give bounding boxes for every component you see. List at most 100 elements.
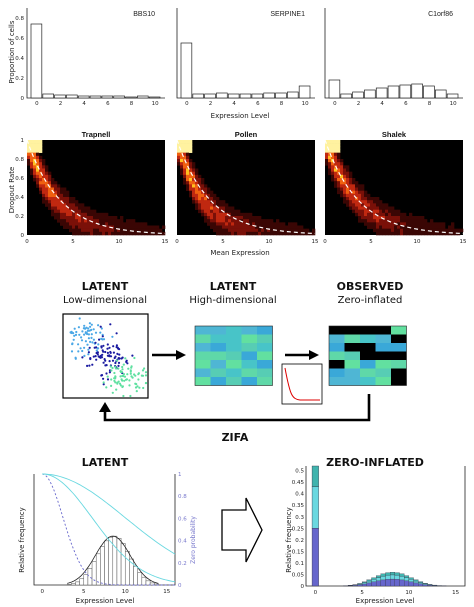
heatmap-cell bbox=[63, 225, 67, 229]
heatmap-cell bbox=[186, 149, 190, 153]
heatmap-cell bbox=[234, 225, 238, 229]
heatmap-cell bbox=[376, 228, 380, 233]
scatter-point bbox=[87, 353, 90, 356]
heatmap-cell bbox=[27, 143, 31, 147]
heatmap-cell bbox=[57, 206, 61, 210]
heatmap-cell bbox=[66, 200, 70, 204]
zero-hist-bar bbox=[422, 583, 428, 584]
hist-bar bbox=[180, 42, 193, 99]
heatmap-cell bbox=[331, 143, 335, 147]
heatmap-cell bbox=[138, 231, 142, 236]
heatmap-cell bbox=[222, 212, 226, 217]
heatmap-cell bbox=[264, 219, 268, 223]
heatmap-cell bbox=[57, 209, 61, 214]
heatmap-cell bbox=[403, 212, 407, 217]
heatmap-cell bbox=[201, 209, 205, 214]
heatmap-cell bbox=[111, 228, 115, 233]
scatter-point bbox=[87, 337, 90, 340]
heatmap-cell bbox=[340, 171, 344, 176]
zero-hist-bar bbox=[394, 579, 400, 587]
heatmap-cell bbox=[210, 190, 214, 195]
scatter-point bbox=[102, 350, 105, 353]
heatmap-cell bbox=[228, 219, 232, 223]
heatmap-cell bbox=[204, 206, 208, 210]
heatmap-cell bbox=[376, 203, 380, 207]
heatmap-cell bbox=[219, 219, 223, 223]
scatter-point bbox=[115, 388, 118, 391]
heatmap-cell bbox=[177, 155, 181, 160]
heatmap-cell bbox=[234, 216, 238, 220]
heatmap-cell bbox=[186, 143, 190, 147]
heatmap-cell bbox=[66, 225, 70, 229]
heatmap-cell bbox=[198, 178, 202, 182]
heatmap-cell bbox=[150, 231, 154, 236]
heatmap-cell bbox=[346, 203, 350, 207]
feedback-arrow-head bbox=[99, 402, 111, 412]
heatmap-cell bbox=[63, 193, 67, 198]
heatmap-cell bbox=[343, 174, 347, 179]
grid-cell bbox=[226, 334, 242, 343]
heatmap-cell bbox=[45, 203, 49, 207]
x-tick-label: 0 bbox=[35, 101, 39, 107]
heatmap-cell bbox=[364, 209, 368, 214]
heatmap-cell bbox=[334, 162, 338, 166]
heatmap-cell bbox=[51, 181, 55, 185]
heatmap-cell bbox=[39, 171, 43, 176]
heatmap-cell bbox=[102, 222, 106, 226]
heatmap-cell bbox=[246, 231, 250, 236]
heatmap-cell bbox=[382, 216, 386, 220]
heatmap-cell bbox=[340, 190, 344, 195]
scatter-point bbox=[88, 364, 91, 367]
heatmap-cell bbox=[355, 203, 359, 207]
heatmap-cell bbox=[141, 222, 145, 226]
heatmap-cell bbox=[87, 206, 91, 210]
heatmap-cell bbox=[51, 190, 55, 195]
observed-subtitle: Zero-inflated bbox=[338, 295, 403, 306]
hist-bar bbox=[387, 85, 400, 99]
heatmap-cell bbox=[243, 216, 247, 220]
zero-hist-bar bbox=[399, 576, 405, 581]
heatmap-cell bbox=[385, 206, 389, 210]
heatmap-cell bbox=[138, 222, 142, 226]
scatter-point bbox=[113, 379, 116, 382]
heatmap-cell bbox=[54, 209, 58, 214]
heatmap-cell bbox=[382, 231, 386, 236]
heatmap-cell bbox=[418, 222, 422, 226]
scatter-point bbox=[88, 329, 91, 332]
heatmap-cell bbox=[36, 140, 40, 144]
heatmap-cell bbox=[225, 231, 229, 236]
hist-bar bbox=[352, 91, 364, 99]
heatmap-cell bbox=[57, 216, 61, 220]
heatmap-cell bbox=[48, 203, 52, 207]
heatmap-cell bbox=[237, 212, 241, 217]
y-tick-label: 0.8 bbox=[15, 16, 24, 22]
heatmap-cell bbox=[370, 200, 374, 204]
heatmap-cell bbox=[57, 212, 61, 217]
x-tick-label: 4 bbox=[232, 101, 236, 107]
heatmap-cell bbox=[412, 225, 416, 229]
heatmap-cell bbox=[397, 228, 401, 233]
heatmap-cell bbox=[240, 222, 244, 226]
heatmap-cell bbox=[39, 155, 43, 160]
heatmap-cell bbox=[198, 174, 202, 179]
heatmap-cell bbox=[198, 197, 202, 201]
heatmap-cell bbox=[430, 231, 434, 236]
heatmap-cell bbox=[403, 222, 407, 226]
heatmap-cell bbox=[288, 231, 292, 236]
heatmap-cell bbox=[228, 209, 232, 214]
heatmap-cell bbox=[78, 203, 82, 207]
heatmap-cell bbox=[180, 168, 184, 172]
heatmap-cell bbox=[391, 212, 395, 217]
heatmap-cell bbox=[300, 225, 304, 229]
heatmap-cell bbox=[457, 228, 461, 233]
heatmap-cell bbox=[367, 197, 371, 201]
scatter-point bbox=[97, 324, 100, 327]
heatmap-cell bbox=[192, 165, 196, 169]
zero-hist-bar bbox=[380, 579, 386, 587]
heatmap-cell bbox=[418, 228, 422, 233]
scatter-point bbox=[100, 337, 103, 340]
heatmap-cell bbox=[249, 231, 253, 236]
heatmap-cell bbox=[391, 209, 395, 214]
heatmap-cell bbox=[81, 203, 85, 207]
